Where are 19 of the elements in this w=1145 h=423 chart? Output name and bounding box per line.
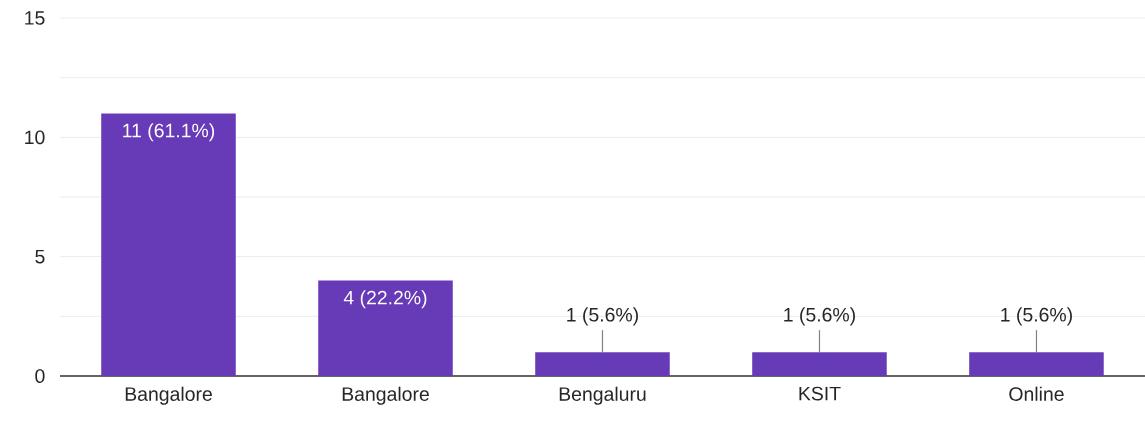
y-tick-label: 5 [35,249,45,264]
data-label: 1 (5.6%) [567,307,638,326]
bar [969,352,1104,376]
x-tick-label: KSIT [799,386,841,401]
data-label: 1 (5.6%) [1001,307,1072,326]
y-tick-label: 0 [35,369,45,383]
x-tick-label: Bengaluru [559,386,646,405]
x-tick-label: Online [1009,386,1064,401]
x-tick-label: Bangalore [125,386,212,405]
data-label: 1 (5.6%) [784,307,855,326]
bar [101,113,236,376]
y-tick-label: 15 [25,11,45,25]
bar [752,352,887,376]
bar [535,352,670,376]
bar [318,280,453,376]
data-label: 11 (61.1%) [123,123,215,142]
data-label: 4 (22.2%) [343,290,427,309]
y-tick-label: 10 [25,130,45,145]
x-tick-label: Bangalore [342,386,429,405]
